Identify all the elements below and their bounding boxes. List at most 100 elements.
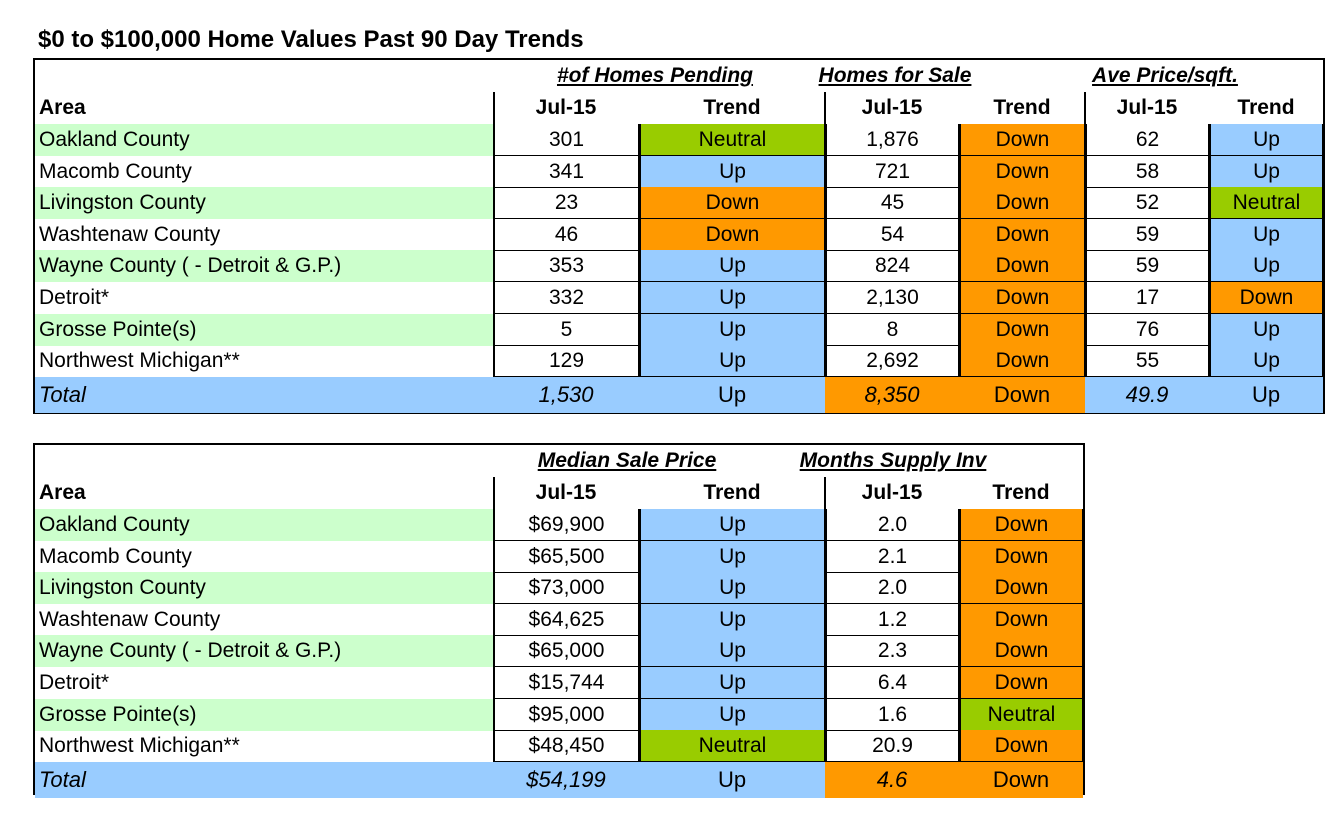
- trend-cell: Down: [959, 572, 1083, 605]
- value-cell: 1.6: [825, 698, 959, 731]
- value-cell: $15,744: [493, 667, 639, 699]
- trend-cell: Up: [639, 155, 825, 188]
- area-cell: Wayne County ( - Detroit & G.P.): [35, 250, 493, 283]
- trend-cell: Neutral: [959, 698, 1083, 731]
- median-price-supply-table: Median Sale Price Months Supply Inv Area Ju…: [33, 443, 1085, 798]
- value-cell: 59: [1085, 250, 1209, 283]
- trend-cell: Down: [959, 282, 1085, 314]
- value-cell: 45: [825, 187, 959, 220]
- area-cell: Grosse Pointe(s): [35, 698, 493, 731]
- page-title: $0 to $100,000 Home Values Past 90 Day T…: [38, 26, 584, 53]
- area-cell: Livingston County: [35, 187, 493, 220]
- group-header: #of Homes Pending: [556, 64, 754, 87]
- value-cell: 353: [493, 250, 639, 283]
- value-cell: 2.3: [825, 635, 959, 668]
- trend-header: Trend: [1237, 96, 1295, 119]
- area-cell: Northwest Michigan**: [39, 349, 240, 373]
- trend-header: Trend: [703, 481, 761, 504]
- trend-cell: Down: [959, 187, 1085, 220]
- value-cell: 5: [493, 313, 639, 346]
- area-cell: Macomb County: [39, 544, 192, 568]
- value-cell: 332: [493, 282, 639, 314]
- trend-header: Trend: [992, 481, 1050, 504]
- group-header: Median Sale Price: [537, 449, 717, 472]
- value-cell: 721: [825, 155, 959, 188]
- trend-cell: Up: [1209, 345, 1323, 378]
- trend-cell: Down: [959, 667, 1083, 699]
- trend-cell: Up: [1209, 250, 1323, 283]
- area-cell: Washtenaw County: [39, 607, 221, 631]
- total-trend: Up: [717, 766, 747, 792]
- total-value: 1,530: [538, 381, 594, 407]
- trend-cell: Down: [639, 187, 825, 220]
- total-label: Total: [39, 381, 86, 407]
- total-value: $54,199: [526, 766, 606, 792]
- value-cell: 76: [1085, 313, 1209, 346]
- value-cell: $65,000: [493, 635, 639, 668]
- total-label: Total: [39, 766, 86, 792]
- trend-cell: Neutral: [639, 124, 825, 156]
- trend-cell: Up: [639, 282, 825, 314]
- trend-cell: Down: [639, 218, 825, 251]
- area-cell: Macomb County: [39, 159, 192, 183]
- area-cell: Oakland County: [35, 124, 493, 156]
- value-cell: $65,500: [493, 540, 639, 573]
- column-divider: [824, 92, 826, 377]
- area-cell: Detroit*: [39, 286, 110, 309]
- value-cell: 62: [1085, 124, 1209, 156]
- trend-cell: Down: [959, 540, 1083, 573]
- trend-cell: Up: [639, 540, 825, 573]
- area-cell: Livingston County: [35, 572, 493, 605]
- value-cell: 129: [493, 345, 639, 378]
- trend-cell: Up: [639, 313, 825, 346]
- value-cell: 824: [825, 250, 959, 283]
- trend-cell: Up: [1209, 313, 1323, 346]
- total-trend: Up: [717, 381, 747, 407]
- group-header: Ave Price/sqft.: [1092, 64, 1238, 87]
- month-header: Jul-15: [535, 481, 597, 504]
- column-divider: [493, 92, 495, 377]
- total-trend: Down: [959, 761, 1083, 798]
- trend-cell: Up: [639, 250, 825, 283]
- total-value: 8,350: [825, 376, 959, 413]
- area-cell: Wayne County ( - Detroit & G.P.): [35, 635, 493, 668]
- trend-cell: Down: [959, 635, 1083, 668]
- value-cell: $64,625: [493, 603, 639, 636]
- trend-cell: Up: [639, 572, 825, 605]
- value-cell: 8: [825, 313, 959, 346]
- value-cell: 59: [1085, 218, 1209, 251]
- trend-cell: Up: [1209, 124, 1323, 156]
- value-cell: 2.0: [825, 509, 959, 541]
- month-header: Jul-15: [861, 481, 923, 504]
- trend-cell: Down: [959, 603, 1083, 636]
- value-cell: 2.1: [825, 540, 959, 573]
- trend-cell: Up: [639, 635, 825, 668]
- value-cell: $95,000: [493, 698, 639, 731]
- value-cell: 20.9: [825, 730, 959, 763]
- area-cell: Detroit*: [39, 671, 110, 694]
- value-cell: 52: [1085, 187, 1209, 220]
- column-divider: [493, 477, 495, 762]
- area-header: Area: [39, 96, 86, 119]
- area-cell: Grosse Pointe(s): [35, 313, 493, 346]
- trend-cell: Down: [959, 313, 1085, 346]
- trend-cell: Down: [959, 345, 1085, 378]
- trend-cell: Neutral: [639, 730, 825, 763]
- trend-cell: Down: [1209, 282, 1323, 314]
- total-trend: Up: [1251, 381, 1281, 407]
- trend-cell: Up: [1209, 218, 1323, 251]
- trend-cell: Up: [639, 667, 825, 699]
- column-divider: [1084, 92, 1086, 377]
- value-cell: 2,130: [825, 282, 959, 314]
- trend-cell: Down: [959, 218, 1085, 251]
- value-cell: 6.4: [825, 667, 959, 699]
- month-header: Jul-15: [861, 96, 923, 119]
- value-cell: $69,900: [493, 509, 639, 541]
- value-cell: 55: [1085, 345, 1209, 378]
- trend-cell: Down: [959, 250, 1085, 283]
- value-cell: $48,450: [493, 730, 639, 763]
- trend-cell: Up: [639, 603, 825, 636]
- trend-cell: Down: [959, 509, 1083, 541]
- value-cell: 54: [825, 218, 959, 251]
- area-cell: Northwest Michigan**: [39, 734, 240, 758]
